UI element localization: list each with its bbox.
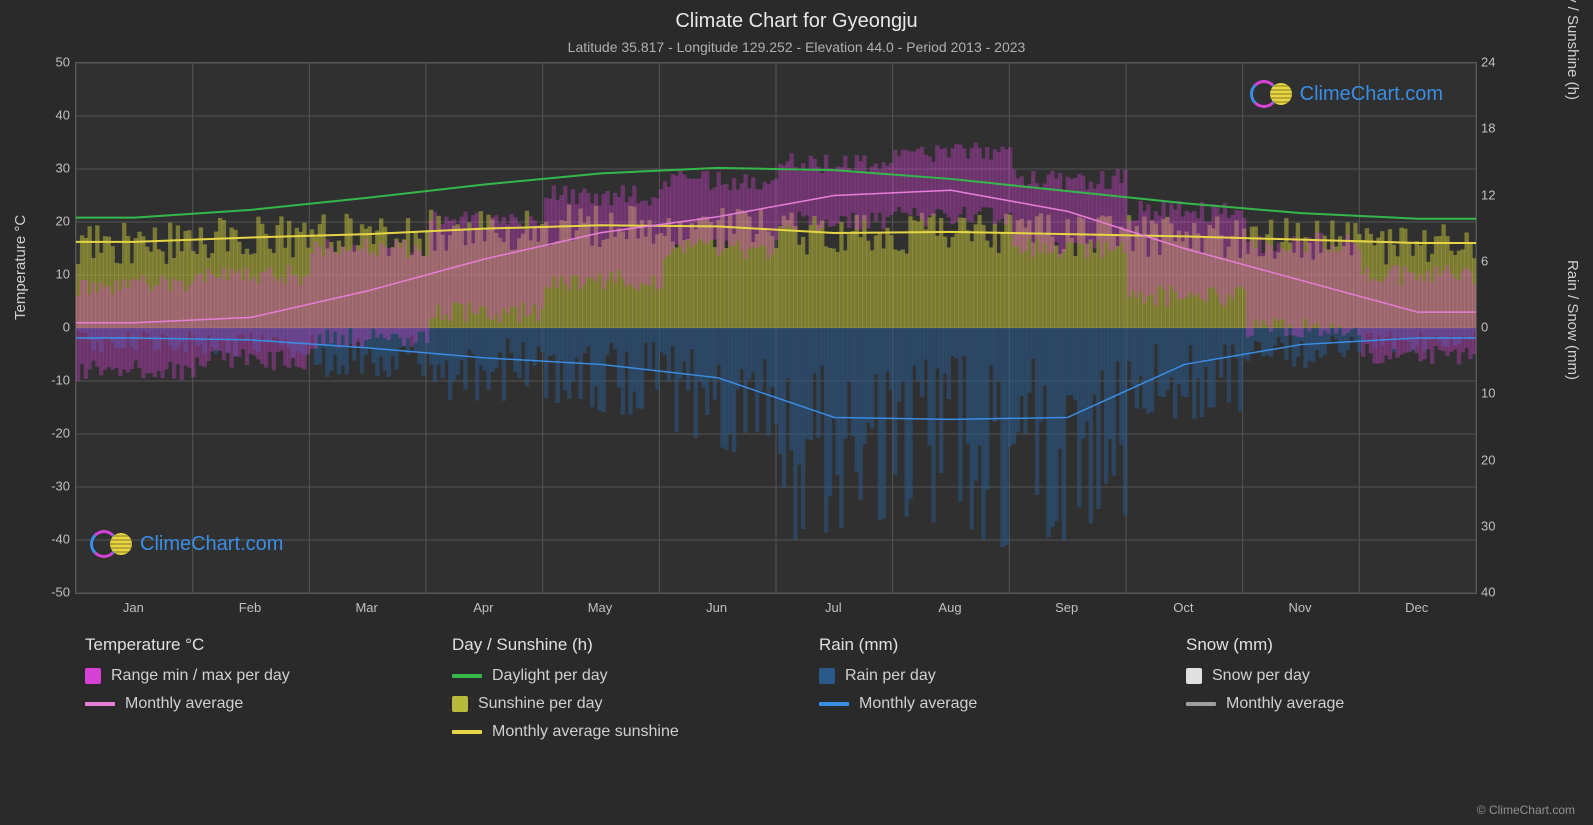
ytick-right-hour: 24 (1481, 55, 1501, 70)
legend-item-label: Daylight per day (492, 667, 608, 685)
logo-text: ClimeChart.com (140, 533, 283, 556)
ytick-left: 30 (40, 161, 70, 176)
y-axis-left-label: Temperature °C (12, 215, 29, 320)
ytick-left: 50 (40, 55, 70, 70)
ytick-left: 0 (40, 320, 70, 335)
climate-chart: Climate Chart for Gyeongju Latitude 35.8… (0, 0, 1593, 825)
ytick-left: -50 (40, 585, 70, 600)
legend-item-label: Monthly average sunshine (492, 723, 679, 741)
xtick-month: Nov (1288, 600, 1311, 615)
logo-top-right: ClimeChart.com (1250, 80, 1443, 108)
legend-item-label: Range min / max per day (111, 667, 290, 685)
legend-item: Snow per day (1186, 667, 1533, 685)
legend-swatch-box (1186, 668, 1202, 684)
legend-item-label: Monthly average (125, 695, 243, 713)
legend-item-label: Monthly average (859, 695, 977, 713)
chart-title: Climate Chart for Gyeongju (0, 0, 1593, 33)
legend-swatch-box (819, 668, 835, 684)
legend-item: Daylight per day (452, 667, 799, 685)
xtick-month: Oct (1173, 600, 1193, 615)
legend-item: Range min / max per day (85, 667, 432, 685)
xtick-month: Dec (1405, 600, 1428, 615)
ytick-right-mm: 30 (1481, 518, 1501, 533)
legend-swatch-box (452, 696, 468, 712)
xtick-month: Sep (1055, 600, 1078, 615)
ytick-left: 10 (40, 267, 70, 282)
xtick-month: Jul (825, 600, 842, 615)
xtick-month: Apr (473, 600, 493, 615)
logo-sun-icon (110, 533, 132, 555)
legend-item-label: Sunshine per day (478, 695, 603, 713)
ytick-left: -30 (40, 479, 70, 494)
xtick-month: May (588, 600, 613, 615)
logo-sun-icon (1270, 83, 1292, 105)
chart-subtitle: Latitude 35.817 - Longitude 129.252 - El… (0, 39, 1593, 55)
legend-swatch-line (452, 674, 482, 678)
legend-group: Rain (mm) Rain per day Monthly average (819, 635, 1166, 751)
legend-item: Sunshine per day (452, 695, 799, 713)
ytick-left: -40 (40, 532, 70, 547)
plot-area (75, 62, 1477, 594)
ytick-right-mm: 10 (1481, 386, 1501, 401)
logo-bottom-left: ClimeChart.com (90, 530, 283, 558)
legend-swatch-box (85, 668, 101, 684)
legend-group: Day / Sunshine (h) Daylight per day Sunshi… (452, 635, 799, 751)
legend-item: Monthly average sunshine (452, 723, 799, 741)
ytick-left: -20 (40, 426, 70, 441)
legend-item-label: Monthly average (1226, 695, 1344, 713)
y-axis-right-top-label: Day / Sunshine (h) (1564, 0, 1581, 100)
legend-item-label: Rain per day (845, 667, 936, 685)
xtick-month: Jun (706, 600, 727, 615)
ytick-left: 20 (40, 214, 70, 229)
xtick-month: Mar (355, 600, 377, 615)
legend-swatch-line (819, 702, 849, 706)
legend-item-label: Snow per day (1212, 667, 1310, 685)
legend-group: Snow (mm) Snow per day Monthly average (1186, 635, 1533, 751)
copyright-text: © ClimeChart.com (1477, 803, 1575, 817)
ytick-right-hour: 12 (1481, 187, 1501, 202)
ytick-right-mm: 20 (1481, 452, 1501, 467)
legend-group: Temperature °C Range min / max per day Mon… (85, 635, 432, 751)
chart-svg (76, 63, 1476, 593)
xtick-month: Jan (123, 600, 144, 615)
legend-swatch-line (452, 730, 482, 734)
legend-group-title: Snow (mm) (1186, 635, 1533, 655)
legend-item: Monthly average (85, 695, 432, 713)
logo-text: ClimeChart.com (1300, 83, 1443, 106)
legend-swatch-line (1186, 702, 1216, 706)
ytick-left: 40 (40, 108, 70, 123)
legend-item: Rain per day (819, 667, 1166, 685)
xtick-month: Aug (938, 600, 961, 615)
ytick-left: -10 (40, 373, 70, 388)
legend-group-title: Rain (mm) (819, 635, 1166, 655)
legend-group-title: Temperature °C (85, 635, 432, 655)
legend-swatch-line (85, 702, 115, 706)
ytick-right-hour: 6 (1481, 253, 1501, 268)
ytick-right-mm: 40 (1481, 585, 1501, 600)
legend-group-title: Day / Sunshine (h) (452, 635, 799, 655)
y-axis-right-bottom-label: Rain / Snow (mm) (1564, 260, 1581, 380)
ytick-right-hour: 18 (1481, 121, 1501, 136)
ytick-right-hour: 0 (1481, 320, 1501, 335)
legend-item: Monthly average (819, 695, 1166, 713)
legend: Temperature °C Range min / max per day Mon… (85, 635, 1533, 751)
legend-item: Monthly average (1186, 695, 1533, 713)
xtick-month: Feb (239, 600, 261, 615)
